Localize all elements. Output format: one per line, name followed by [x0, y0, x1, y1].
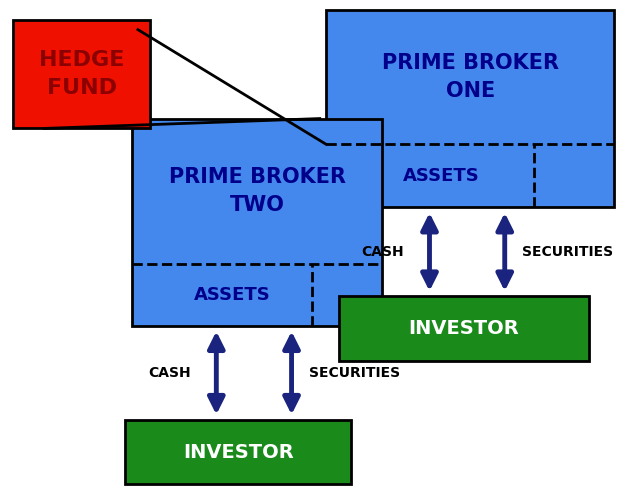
- Text: SECURITIES: SECURITIES: [522, 245, 613, 259]
- Text: CASH: CASH: [361, 245, 404, 259]
- Bar: [132, 119, 382, 326]
- Bar: [125, 420, 351, 484]
- Text: INVESTOR: INVESTOR: [183, 443, 293, 461]
- Text: ASSETS: ASSETS: [194, 286, 270, 304]
- Bar: [326, 10, 614, 207]
- Text: ASSETS: ASSETS: [403, 167, 480, 185]
- Text: HEDGE
FUND: HEDGE FUND: [39, 50, 124, 98]
- Text: CASH: CASH: [148, 366, 191, 380]
- Bar: [339, 296, 589, 361]
- Text: INVESTOR: INVESTOR: [409, 319, 519, 338]
- Text: SECURITIES: SECURITIES: [308, 366, 400, 380]
- Text: PRIME BROKER
ONE: PRIME BROKER ONE: [382, 53, 559, 101]
- Text: PRIME BROKER
TWO: PRIME BROKER TWO: [169, 167, 345, 215]
- Bar: [13, 20, 150, 128]
